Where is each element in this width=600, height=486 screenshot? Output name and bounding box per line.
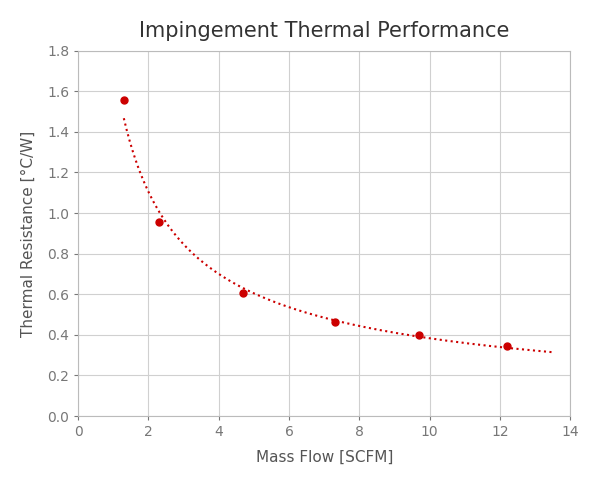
Title: Impingement Thermal Performance: Impingement Thermal Performance: [139, 21, 509, 41]
X-axis label: Mass Flow [SCFM]: Mass Flow [SCFM]: [256, 450, 393, 465]
Point: [330, 318, 340, 326]
Point: [154, 218, 164, 226]
Point: [502, 342, 512, 350]
Point: [239, 289, 248, 297]
Point: [119, 97, 128, 104]
Y-axis label: Thermal Resistance [°C/W]: Thermal Resistance [°C/W]: [21, 130, 36, 336]
Point: [415, 331, 424, 339]
